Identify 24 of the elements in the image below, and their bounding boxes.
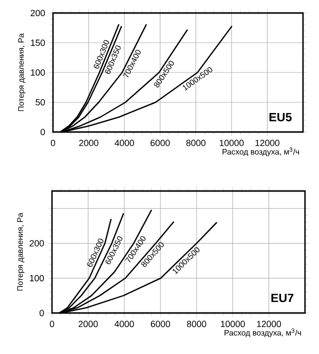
- y-tick-label: 200: [30, 240, 44, 246]
- x-tick-label: 12000: [257, 320, 281, 328]
- annotation: EU5: [270, 113, 292, 122]
- x-tick-label: 0: [50, 140, 56, 146]
- x-tick-label: 6000: [150, 140, 170, 146]
- x-tick-label: 2000: [79, 140, 98, 146]
- x-tick-label: 10000: [220, 320, 245, 328]
- x-tick-label: 10000: [220, 140, 244, 146]
- y-tick-label: 0: [40, 128, 45, 136]
- x-tick-label: 12000: [256, 140, 280, 146]
- y-tick-label: 100: [30, 69, 45, 76]
- x-tick-label: 8000: [186, 140, 206, 146]
- x-tick-label: 2000: [78, 320, 98, 328]
- y-tick-label: 0: [40, 310, 44, 316]
- y-tick-label: 100: [30, 274, 44, 282]
- x-tick-label: 6000: [150, 320, 170, 328]
- y-tick-label: 150: [30, 40, 45, 46]
- y-tick-label: 200: [30, 10, 45, 16]
- x-tick-label: 4000: [114, 320, 134, 328]
- x-tick-label: 0: [50, 320, 54, 328]
- annotation: EU7: [271, 294, 294, 302]
- x-tick-label: 4000: [114, 140, 134, 146]
- x-tick-label: 8000: [186, 320, 206, 328]
- y-tick-label: 50: [36, 99, 45, 106]
